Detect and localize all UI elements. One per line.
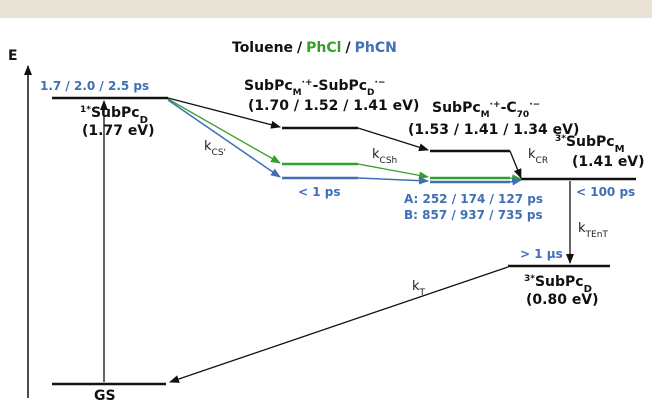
s1-name: 1*SubPcD — [80, 105, 148, 126]
cs-c70-name: SubPcM·+-C70·− — [432, 100, 540, 120]
cs-dimer-energy: (1.70 / 1.52 / 1.41 eV) — [248, 98, 419, 114]
legend-sep-1: / — [297, 40, 303, 56]
legend-phcn: PhCN — [355, 40, 397, 56]
cs-c70-energy: (1.53 / 1.41 / 1.34 eV) — [408, 122, 579, 138]
arrow-cs-to-c70-green — [357, 163, 429, 180]
legend-phcl: PhCl — [306, 40, 341, 56]
timing-cs-fast: < 1 ps — [298, 185, 341, 199]
arrow-c70-to-t1m-green — [509, 174, 522, 183]
legend-sep-2: / — [345, 40, 351, 56]
rate-kcsh: kCSh — [372, 147, 397, 166]
rate-kcr-sub: CR — [536, 156, 549, 166]
arrow-c70-to-t1m-blue — [509, 177, 522, 186]
t1d-name: 3*SubPcD — [524, 274, 592, 295]
solvent-legend: Toluene / PhCl / PhCN — [232, 40, 397, 56]
arrow-s1-to-cs-black — [167, 97, 281, 129]
rate-ktent-base: k — [578, 221, 586, 236]
arrow-s1-to-cs-blue — [167, 99, 281, 178]
t1m-energy: (1.41 eV) — [572, 154, 645, 170]
rate-kt-sub: T — [419, 288, 426, 298]
rate-kt: kT — [412, 279, 426, 298]
t1d-lifetime: > 1 μs — [520, 247, 563, 261]
s1-name-sup: 1* — [80, 105, 91, 115]
t1m-name-sup: 3* — [555, 134, 566, 144]
arrow-c70-to-t1m-black — [509, 150, 522, 179]
s1-name-sub: D — [140, 115, 148, 126]
t1d-name-sub: D — [584, 284, 592, 295]
arrow-cs-to-c70-blue — [357, 176, 429, 185]
rate-ktent-sub: TEnT — [585, 230, 609, 240]
arrow-kt — [169, 266, 509, 383]
rate-kcr: kCR — [528, 147, 548, 166]
rate-kcs-sub: CS' — [212, 148, 226, 158]
t1d-name-sup: 3* — [524, 274, 535, 284]
gs-label: GS — [94, 388, 116, 401]
t1m-name: 3*SubPcM — [555, 134, 625, 155]
rate-kcsh-base: k — [372, 147, 380, 162]
rate-kcs-base: k — [204, 139, 212, 154]
s1-lifetimes: 1.7 / 2.0 / 2.5 ps — [40, 79, 149, 93]
rate-kt-base: k — [412, 279, 420, 294]
rate-kcr-base: k — [528, 147, 536, 162]
rate-kcsh-sub: CSh — [380, 156, 398, 166]
rate-ktent: kTEnT — [578, 221, 608, 240]
t1d-energy: (0.80 eV) — [526, 292, 599, 308]
t1d-name-base: SubPc — [535, 274, 584, 290]
s1-name-base: SubPc — [91, 105, 140, 121]
timing-a-line: A: 252 / 174 / 127 ps — [404, 192, 543, 206]
legend-toluene: Toluene — [232, 40, 293, 56]
timing-b-line: B: 857 / 937 / 735 ps — [404, 208, 543, 222]
rate-kcs: kCS' — [204, 139, 226, 158]
t1m-name-base: SubPc — [566, 134, 615, 150]
arrow-s1-to-cs-green — [167, 98, 281, 164]
t1m-name-sub: M — [615, 144, 625, 155]
t1m-lifetime: < 100 ps — [576, 185, 635, 199]
top-band — [0, 0, 652, 18]
arrow-cs-to-c70-black — [357, 127, 429, 152]
energy-axis-label: E — [8, 48, 18, 64]
s1-energy: (1.77 eV) — [82, 123, 155, 139]
cs-dimer-name: SubPcM·+-SubPcD·− — [244, 78, 385, 98]
